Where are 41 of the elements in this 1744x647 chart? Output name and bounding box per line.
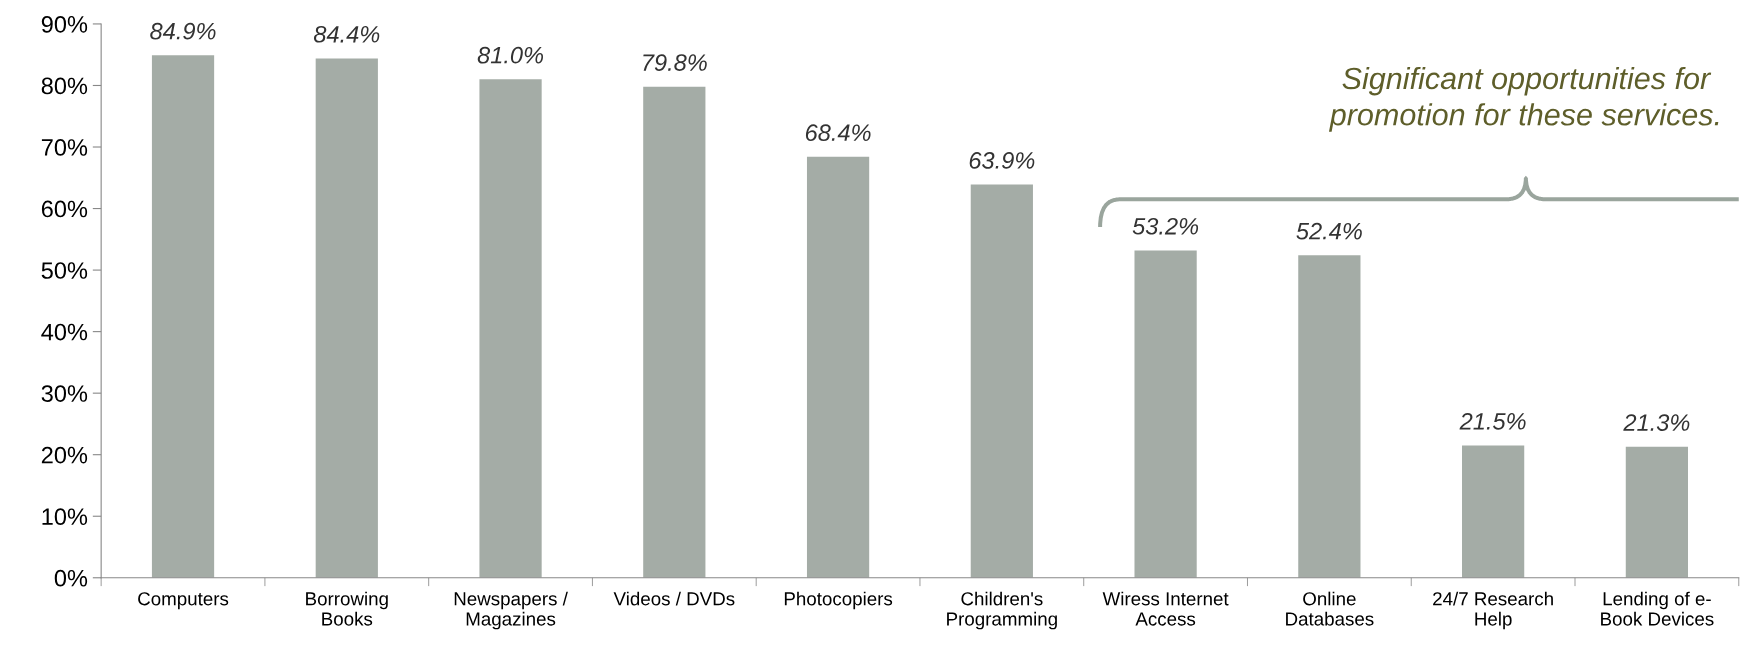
y-tick-label: 30% <box>41 385 88 402</box>
x-tick-label: Lending of e- Book Devices <box>1601 591 1714 626</box>
annotation: Significant opportunities for promotion for these services. <box>1328 66 1719 132</box>
data-label: 63.9% <box>969 152 1035 169</box>
x-tick-label: Wiress Internet Access <box>1102 591 1229 626</box>
data-label: 84.9% <box>150 22 216 40</box>
data-label: 21.3% <box>1623 414 1690 431</box>
y-tick-label: 80% <box>41 77 88 95</box>
y-tick-label: 70% <box>41 139 88 156</box>
data-label: 21.5% <box>1459 412 1526 430</box>
data-label: 81.0% <box>477 46 544 64</box>
data-label: 84.4% <box>313 25 380 43</box>
bar <box>315 58 378 578</box>
data-label: 53.2% <box>1132 217 1199 235</box>
bar <box>1134 250 1197 578</box>
y-tick-label: 10% <box>42 508 88 526</box>
bar <box>970 184 1033 578</box>
y-tick-label: 50% <box>41 262 88 279</box>
bar <box>1298 255 1361 578</box>
bar <box>479 79 542 578</box>
bar <box>151 55 215 578</box>
data-label: 68.4% <box>805 124 871 142</box>
x-tick-label: Newspapers / Magazines <box>454 591 568 630</box>
x-tick-label: Videos / DVDs <box>613 591 735 606</box>
bar <box>1625 446 1688 578</box>
y-tick-label: 20% <box>41 446 88 464</box>
bar <box>643 86 706 578</box>
y-tick-label: 60% <box>41 200 88 218</box>
x-tick-label: Children's Programming <box>947 591 1057 630</box>
y-tick-label: 40% <box>41 323 88 341</box>
y-tick-label: 90% <box>41 16 88 33</box>
y-tick-label: 0% <box>54 569 88 587</box>
bar <box>1462 445 1525 578</box>
x-tick-label: Borrowing Books <box>306 591 388 626</box>
bar <box>806 156 870 578</box>
x-tick-label: 24/7 Research Help <box>1433 591 1553 630</box>
x-tick-label: Computers <box>138 592 229 610</box>
data-label: 79.8% <box>643 54 707 71</box>
x-tick-label: Photocopiers <box>784 591 893 610</box>
data-label: 52.4% <box>1296 222 1362 240</box>
x-tick-label: Online Databases <box>1286 591 1374 626</box>
